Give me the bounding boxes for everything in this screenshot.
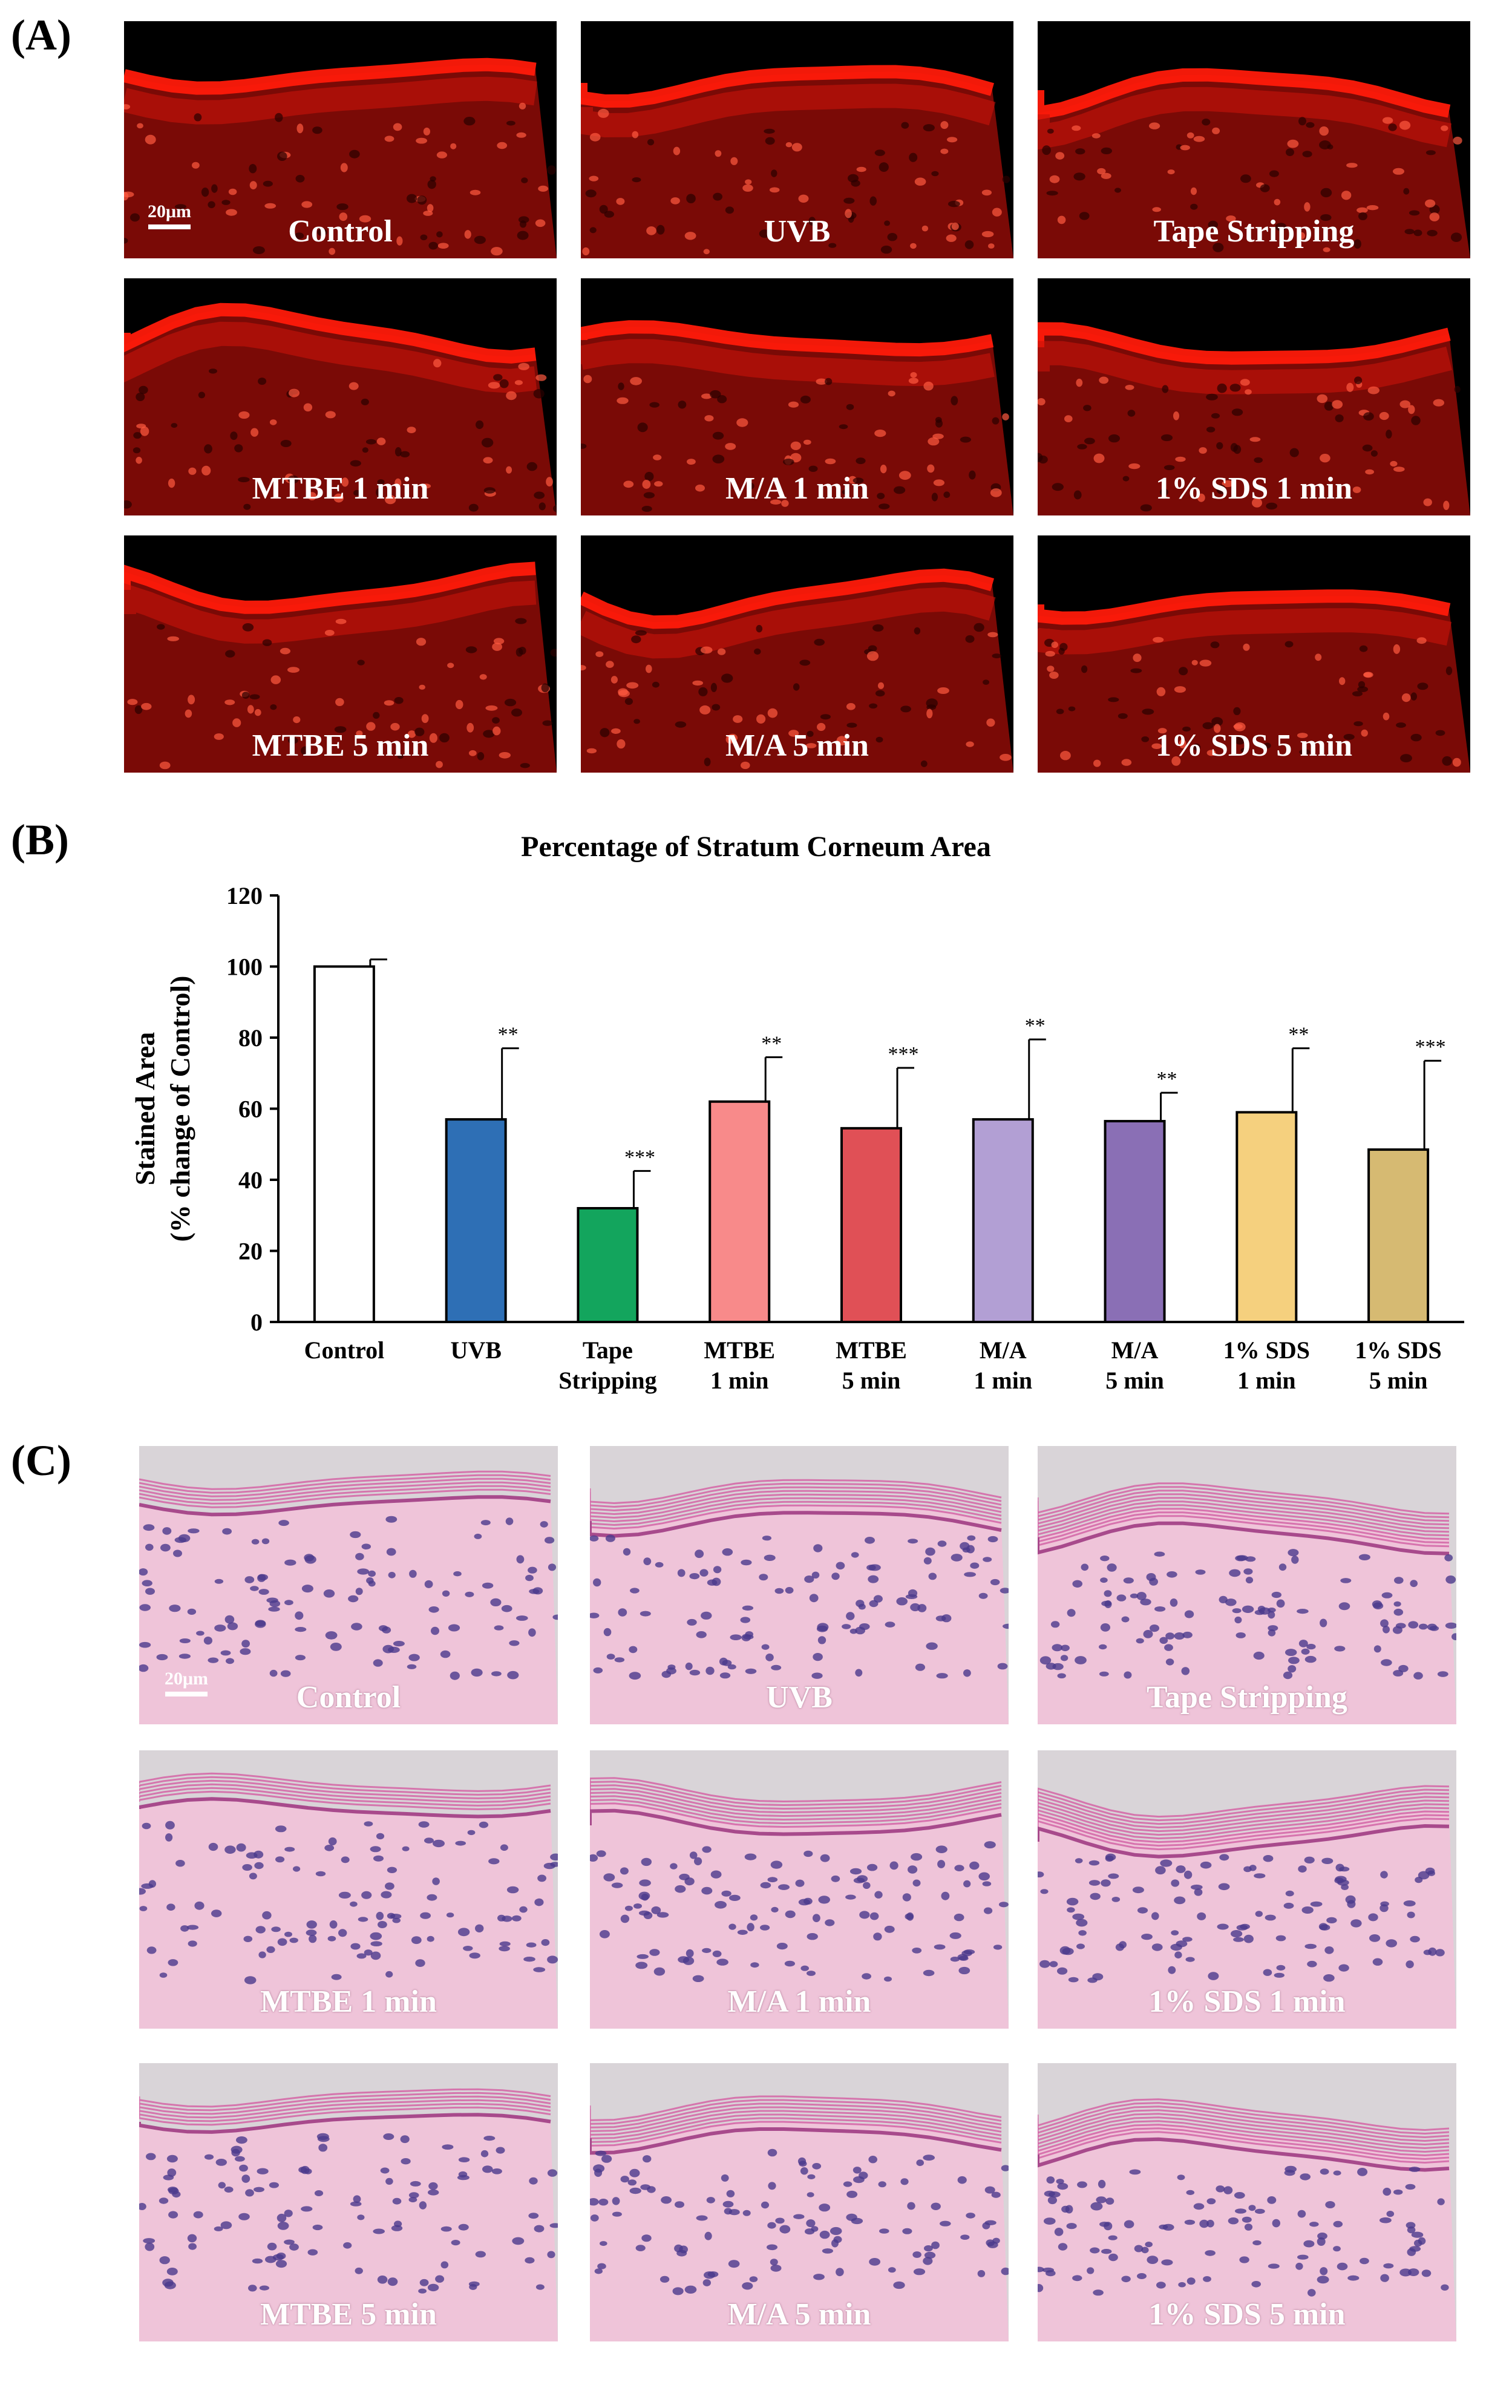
fluorescence-image-control: Control 20μm [124,21,557,258]
y-axis-label-line2: (% change of Control) [165,976,195,1242]
x-tick-label-m-a-1-min: 1 min [974,1367,1032,1394]
fluorescence-caption: MTBE 5 min [252,728,429,763]
x-tick-label-1pct-sds-1-min: 1 min [1237,1367,1296,1394]
fluorescence-caption: Control [288,214,393,249]
significance-label-tape-stripping: *** [624,1146,655,1168]
fluorescence-caption: M/A 1 min [725,471,869,506]
significance-label-mtbe-5-min: *** [888,1043,919,1065]
fluorescence-caption: M/A 5 min [725,728,869,763]
panel-label-a: (A) [11,11,71,59]
y-tick-label: 0 [250,1309,263,1336]
bar-mtbe-1-min [709,1100,771,1323]
fluorescence-caption: 1% SDS 1 min [1155,471,1353,506]
bar-mtbe-5-min [840,1127,902,1323]
bar-tape-stripping [577,1207,639,1323]
significance-label-mtbe-1-min: ** [761,1032,782,1055]
fluorescence-image-uvb: UVB [581,21,1013,258]
he-image-1pct-sds-5-min: 1% SDS 5 min [1038,2063,1456,2341]
fluorescence-caption: MTBE 1 min [252,471,429,506]
x-tick-label-uvb: UVB [450,1337,501,1364]
fluorescence-image-1pct-sds-5-min: 1% SDS 5 min [1038,535,1470,773]
he-caption: M/A 5 min [727,2297,871,2332]
y-tick-label: 100 [226,954,263,981]
significance-label-1pct-sds-1-min: ** [1288,1024,1309,1046]
y-tick-label: 80 [238,1024,263,1052]
y-axis-label: Stained Area (% change of Control) [129,976,195,1242]
he-caption: Control [296,1680,401,1715]
scale-bar: 20μm [162,1670,211,1696]
fluorescence-image-1pct-sds-1-min: 1% SDS 1 min [1038,278,1470,515]
bar-control [313,965,375,1323]
chart-title: Percentage of Stratum Corneum Area [521,831,991,863]
he-caption: 1% SDS 5 min [1148,2297,1346,2332]
scale-bar-line [148,224,191,229]
fluorescence-image-m-a-5-min: M/A 5 min [581,535,1013,773]
he-caption: UVB [766,1680,833,1715]
x-tick-label-mtbe-5-min: MTBE [836,1337,907,1364]
bar-1pct-sds-1-min [1235,1111,1298,1323]
y-tick-label: 120 [226,882,263,909]
he-image-1pct-sds-1-min: 1% SDS 1 min [1038,1750,1456,2029]
y-tick-label: 40 [238,1166,263,1194]
x-tick-label-m-a-5-min: M/A [1111,1337,1159,1364]
significance-label-uvb: ** [498,1024,519,1046]
x-tick-label-1pct-sds-1-min: 1% SDS [1223,1337,1310,1364]
x-tick-label-mtbe-5-min: 5 min [842,1367,901,1394]
scale-bar-label: 20μm [165,1669,208,1689]
fluorescence-caption: 1% SDS 5 min [1155,728,1353,763]
scale-bar-line [165,1692,208,1696]
x-tick-label-mtbe-1-min: MTBE [704,1337,775,1364]
y-tick-label: 60 [238,1096,263,1123]
panel-label-b: (B) [11,816,69,864]
fluorescence-image-mtbe-1-min: MTBE 1 min [124,278,557,515]
x-tick-label-1pct-sds-5-min: 5 min [1369,1367,1428,1394]
bar-1pct-sds-5-min [1367,1148,1430,1323]
fluorescence-caption: UVB [764,214,831,249]
x-tick-label-1pct-sds-5-min: 1% SDS [1355,1337,1441,1364]
he-caption: Tape Stripping [1147,1680,1347,1715]
y-axis-label-line1: Stained Area [129,1032,160,1185]
bar-uvb [445,1118,507,1323]
he-caption: MTBE 1 min [260,1984,437,2019]
x-tick-label-mtbe-1-min: 1 min [710,1367,769,1394]
he-image-tape-stripping: Tape Stripping [1038,1446,1456,1724]
he-image-uvb: UVB [590,1446,1009,1724]
he-image-control: Control 20μm [139,1446,558,1724]
significance-label-m-a-5-min: ** [1157,1068,1177,1090]
significance-label-1pct-sds-5-min: *** [1415,1036,1446,1058]
x-tick-label-tape-stripping: Tape [583,1337,633,1364]
x-tick-label-control: Control [304,1337,385,1364]
he-image-m-a-5-min: M/A 5 min [590,2063,1009,2341]
scale-bar-label: 20μm [148,201,191,221]
fluorescence-image-m-a-1-min: M/A 1 min [581,278,1013,515]
scale-bar: 20μm [145,203,194,229]
he-caption: 1% SDS 1 min [1148,1984,1346,2019]
x-tick-label-m-a-5-min: 5 min [1105,1367,1164,1394]
fluorescence-image-mtbe-5-min: MTBE 5 min [124,535,557,773]
he-image-mtbe-1-min: MTBE 1 min [139,1750,558,2029]
he-caption: MTBE 5 min [260,2297,437,2332]
x-tick-label-tape-stripping: Stripping [558,1367,656,1394]
bar-m-a-1-min [972,1118,1034,1323]
he-image-mtbe-5-min: MTBE 5 min [139,2063,558,2341]
panel-label-c: (C) [11,1436,71,1485]
bar-m-a-5-min [1104,1120,1166,1323]
fluorescence-caption: Tape Stripping [1153,214,1355,249]
x-tick-label-m-a-1-min: M/A [980,1337,1027,1364]
significance-label-m-a-1-min: ** [1025,1015,1046,1037]
he-image-m-a-1-min: M/A 1 min [590,1750,1009,2029]
y-tick-label: 20 [238,1238,263,1265]
he-caption: M/A 1 min [727,1984,871,2019]
fluorescence-image-tape-stripping: Tape Stripping [1038,21,1470,258]
